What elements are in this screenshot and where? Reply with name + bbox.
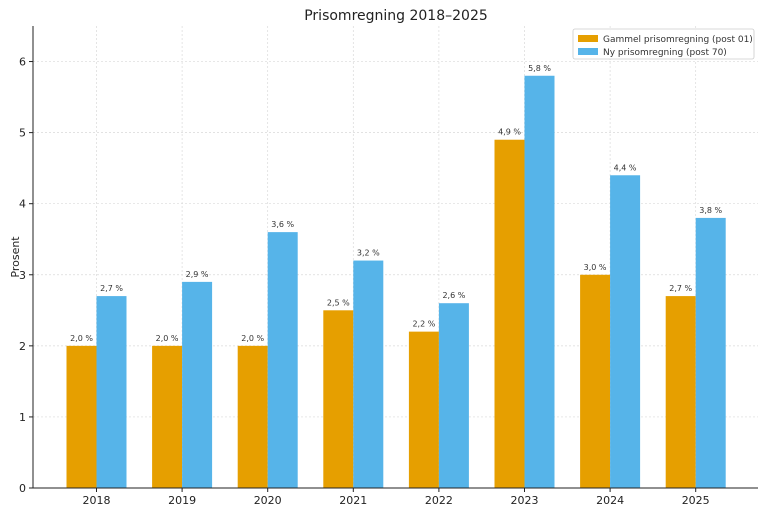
y-tick-label: 4 [19, 198, 26, 211]
chart-title: Prisomregning 2018–2025 [304, 8, 488, 24]
bar-series-1 [66, 345, 97, 488]
legend-swatch [578, 35, 598, 42]
y-tick-label: 2 [19, 340, 26, 353]
bar-series-2 [182, 281, 213, 488]
bar-value-label: 2,5 % [327, 298, 350, 307]
data-labels: 2,0 % 2,0 % 2,0 % 2,5 % 2,2 % 4,9 % 3,0 % 2,7 %… [70, 64, 722, 343]
y-tick-label: 1 [19, 411, 26, 424]
x-tick-label: 2023 [511, 494, 539, 507]
bar-series-1 [665, 296, 696, 488]
bar-series-1 [152, 345, 183, 488]
gridlines [33, 26, 758, 488]
bar-series-2 [96, 296, 127, 488]
y-axis-label: Prosent [9, 236, 22, 278]
bar-value-label: 4,9 % [498, 128, 521, 137]
bar-series-2 [610, 175, 641, 488]
bar-series-2 [524, 75, 555, 488]
bar-value-label: 3,8 % [699, 206, 722, 215]
y-tick-label: 6 [19, 56, 26, 69]
bar-series-2 [438, 303, 469, 488]
bar-series-1 [494, 139, 525, 488]
y-tick-label: 5 [19, 127, 26, 140]
bar-series-2 [695, 217, 726, 488]
bar-value-label: 2,7 % [669, 284, 692, 293]
legend-label: Ny prisomregning (post 70) [603, 48, 727, 58]
bar-value-label: 2,9 % [186, 270, 209, 279]
bar-series-2 [267, 232, 298, 488]
bar-value-label: 2,0 % [70, 334, 93, 343]
bar-series-1 [237, 345, 268, 488]
bar-value-label: 5,8 % [528, 64, 551, 73]
x-tick-label: 2024 [596, 494, 624, 507]
legend-label: Gammel prisomregning (post 01) [603, 35, 753, 45]
y-tick-label: 3 [19, 269, 26, 282]
axes: 0 1 2 3 4 5 6 2018 2019 2020 2021 2022 2023 2024 2025 [19, 26, 758, 507]
bar-series-1 [323, 310, 354, 488]
bar-value-label: 3,2 % [357, 249, 380, 258]
legend-box [572, 28, 755, 60]
x-tick-label: 2019 [168, 494, 196, 507]
bar-value-label: 2,6 % [442, 291, 465, 300]
bar-value-label: 3,6 % [271, 220, 294, 229]
bar-series-1 [580, 274, 611, 488]
y-tick-label: 0 [19, 482, 26, 495]
bars [66, 75, 726, 488]
bar-value-label: 2,0 % [156, 334, 179, 343]
bar-series-2 [353, 260, 384, 488]
x-tick-label: 2021 [339, 494, 367, 507]
x-tick-label: 2025 [682, 494, 710, 507]
bar-value-label: 2,7 % [100, 284, 123, 293]
bar-series-1 [408, 331, 439, 488]
bar-value-label: 2,0 % [241, 334, 264, 343]
legend-swatch [578, 48, 598, 55]
bar-value-label: 3,0 % [584, 263, 607, 272]
x-tick-label: 2020 [254, 494, 282, 507]
x-tick-label: 2022 [425, 494, 453, 507]
bar-value-label: 4,4 % [614, 163, 637, 172]
bar-value-label: 2,2 % [412, 320, 435, 329]
x-tick-label: 2018 [83, 494, 111, 507]
legend: Gammel prisomregning (post 01) Ny prisomr… [572, 28, 755, 60]
